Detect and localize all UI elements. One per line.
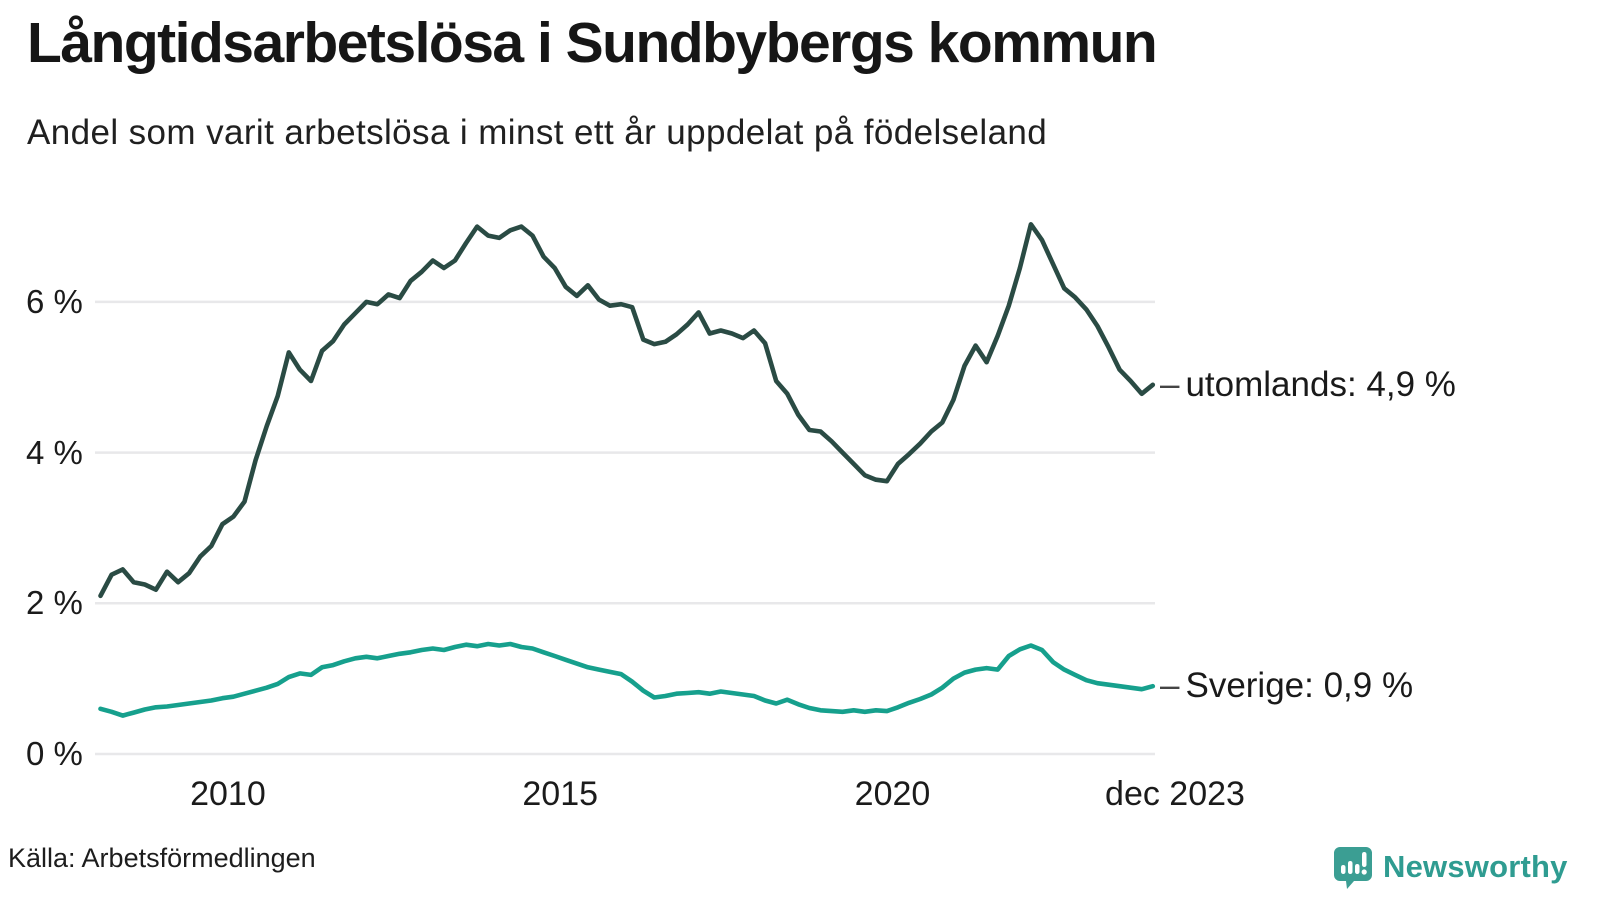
chart-title: Långtidsarbetslösa i Sundbybergs kommun <box>27 11 1158 75</box>
logo-bar-3 <box>1355 864 1360 874</box>
series-end-label-sverige: – Sverige: 0,9 % <box>1160 665 1413 707</box>
x-tick-label: 2010 <box>190 775 266 813</box>
y-tick-label: 4 % <box>26 433 83 471</box>
newsworthy-logo-icon <box>1334 847 1372 889</box>
newsworthy-logo[interactable]: Newsworthy <box>1332 845 1568 889</box>
label-connector-dash: – <box>1160 365 1180 404</box>
source-note: Källa: Arbetsförmedlingen <box>8 843 316 873</box>
x-tick-label: 2020 <box>854 775 931 813</box>
y-tick-label: 0 % <box>26 735 83 772</box>
chart-subtitle: Andel som varit arbetslösa i minst ett å… <box>27 113 1048 152</box>
y-tick-label: 2 % <box>26 584 83 622</box>
logo-bar-2 <box>1348 861 1353 874</box>
series-line-utomlands <box>98 222 1156 599</box>
x-tick-label: 2015 <box>522 775 599 813</box>
label-connector-dash: – <box>1160 666 1180 705</box>
logo-exclamation-dot <box>1361 869 1367 875</box>
x-tick-label: dec 2023 <box>1105 775 1245 813</box>
series-label-text: utomlands: 4,9 % <box>1185 365 1456 404</box>
series-label-text: Sverige: 0,9 % <box>1185 666 1414 705</box>
y-tick-label: 6 % <box>26 282 83 320</box>
series-end-label-utomlands: – utomlands: 4,9 % <box>1160 364 1456 406</box>
logo-exclamation-bar <box>1362 852 1367 867</box>
logo-bar-1 <box>1341 865 1346 874</box>
newsworthy-logo-text: Newsworthy <box>1383 849 1568 884</box>
series-line-Sverige <box>98 641 1156 718</box>
